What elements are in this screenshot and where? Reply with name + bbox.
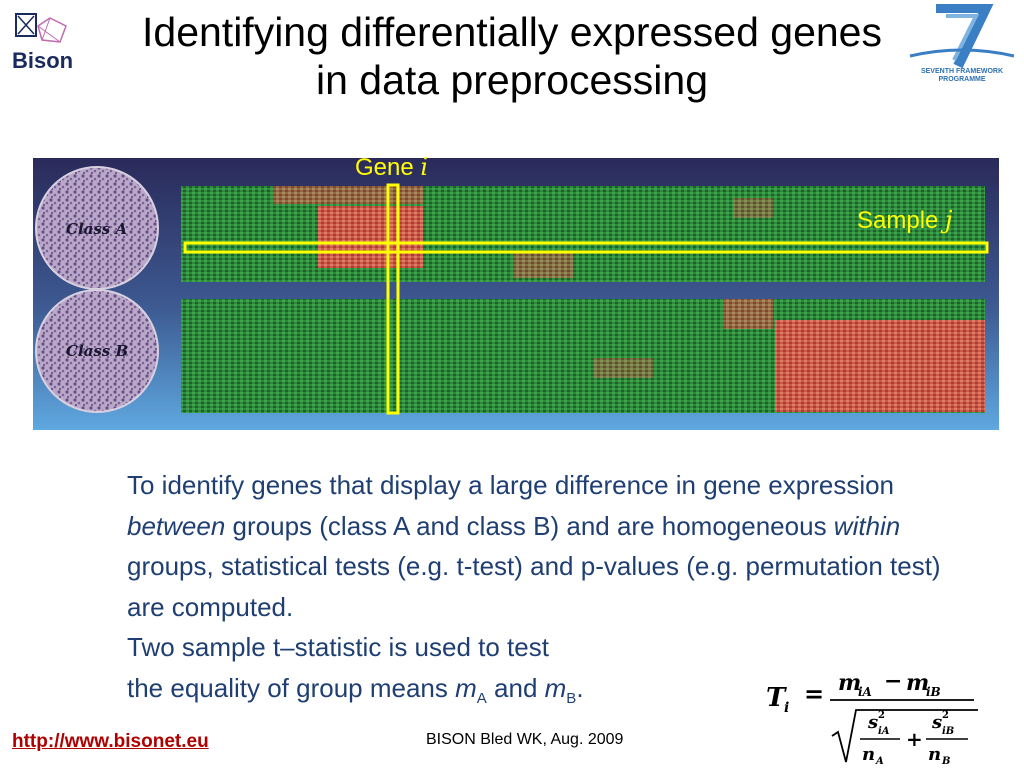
svg-text:−: − xyxy=(884,668,902,694)
svg-text:B: B xyxy=(941,756,950,767)
gene-column-highlight xyxy=(386,183,400,415)
sample-row-highlight xyxy=(183,241,989,254)
bison-logo: Bison xyxy=(8,8,92,74)
svg-text:2: 2 xyxy=(942,710,949,721)
body-text: To identify genes that display a large d… xyxy=(127,465,977,719)
fp7-logo: SEVENTH FRAMEWORK PROGRAMME xyxy=(906,3,1018,90)
svg-text:iB: iB xyxy=(942,726,954,737)
class-b-tissue xyxy=(35,289,159,413)
svg-text:s: s xyxy=(867,712,878,733)
paragraph-2-line-1: Two sample t–statistic is used to test xyxy=(127,632,549,662)
title-line-2: in data preprocessing xyxy=(315,57,709,103)
svg-text:s: s xyxy=(931,712,942,733)
fp7-logo-text: SEVENTH FRAMEWORK PROGRAMME xyxy=(920,68,1004,83)
svg-text:iA: iA xyxy=(858,685,872,699)
svg-text:m: m xyxy=(838,670,861,696)
footer-link[interactable]: http://www.bisonet.eu xyxy=(10,731,211,753)
svg-text:iA: iA xyxy=(878,726,890,737)
svg-text:iB: iB xyxy=(926,685,941,699)
bison-logo-text: Bison xyxy=(12,48,74,73)
class-b-label: Class B xyxy=(66,342,128,360)
svg-text:2: 2 xyxy=(878,710,885,721)
sample-label: Sample j xyxy=(857,206,953,234)
svg-text:A: A xyxy=(875,756,884,767)
gene-label: Gene i xyxy=(355,153,429,181)
svg-text:i: i xyxy=(784,700,789,716)
microarray-image: Class A Class B xyxy=(33,158,999,430)
fp7-logo-mark xyxy=(909,3,1015,69)
svg-text:=: = xyxy=(804,679,824,708)
title-line-1: Identifying differentially expressed gen… xyxy=(142,9,882,55)
bison-logo-mark xyxy=(15,13,67,43)
paragraph-2-line-2: the equality of group means mA and mB. xyxy=(127,672,584,707)
paragraph-1: To identify genes that display a large d… xyxy=(127,470,941,622)
svg-text:n: n xyxy=(928,744,941,765)
page-title: Identifying differentially expressed gen… xyxy=(60,8,964,104)
class-a-label: Class A xyxy=(66,220,127,238)
t-statistic-formula: T i = m iA − m iB s 2 iA n A + s 2 iB n … xyxy=(760,666,985,768)
svg-text:+: + xyxy=(906,727,923,751)
svg-text:m: m xyxy=(906,670,929,696)
svg-text:n: n xyxy=(862,744,875,765)
footer-event: BISON Bled WK, Aug. 2009 xyxy=(426,731,624,748)
microarray-figure: Class A Class B xyxy=(33,158,999,430)
svg-text:T: T xyxy=(766,683,787,713)
